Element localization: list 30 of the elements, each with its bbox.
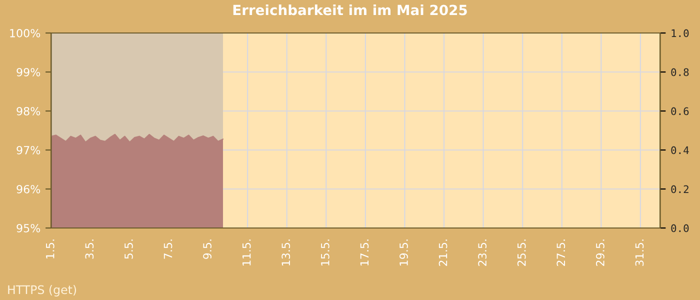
chart-title: Erreichbarkeit im im Mai 2025 — [233, 4, 467, 16]
x-tick-label: 11.5. — [242, 240, 251, 266]
y-tick-label: 99% — [16, 68, 40, 76]
x-tick-label: 15.5. — [321, 240, 330, 266]
y-tick-label: 95% — [16, 224, 40, 232]
x-tick-label: 21.5. — [438, 240, 448, 266]
x-tick-label: 23.5. — [478, 240, 487, 266]
y-tick-label: 98% — [16, 106, 40, 116]
y2-tick-label: 0.8 — [671, 68, 689, 76]
x-tick-label: 29.5. — [596, 240, 604, 266]
x-tick-label: 13.5. — [282, 240, 290, 266]
y2-tick-label: 0.6 — [671, 107, 689, 116]
x-tick-label: 25.5. — [517, 240, 526, 266]
y2-tick-label: 1.0 — [672, 29, 689, 38]
x-tick-label: 27.5. — [556, 240, 566, 266]
y2-tick-label: 0.2 — [671, 185, 688, 194]
y-tick-label: 97% — [16, 146, 40, 154]
x-tick-label: 7.5. — [164, 240, 172, 259]
text: HTTPS (get) — [8, 285, 76, 296]
x-tick-label: 5.5. — [124, 240, 133, 259]
y2-tick-label: 0.0 — [671, 224, 689, 232]
x-tick-label: 9.5. — [203, 240, 212, 259]
x-tick-label: 3.5. — [85, 240, 94, 259]
x-tick-label: 1.5. — [46, 240, 54, 258]
y-tick-label: 100% — [10, 28, 40, 38]
x-tick-label: 31.5. — [635, 240, 644, 266]
y2-tick-label: 0.4 — [671, 146, 689, 154]
y-tick-label: 96% — [16, 184, 40, 194]
x-tick-label: 19.5. — [400, 240, 408, 266]
x-tick-label: 17.5. — [360, 240, 369, 266]
